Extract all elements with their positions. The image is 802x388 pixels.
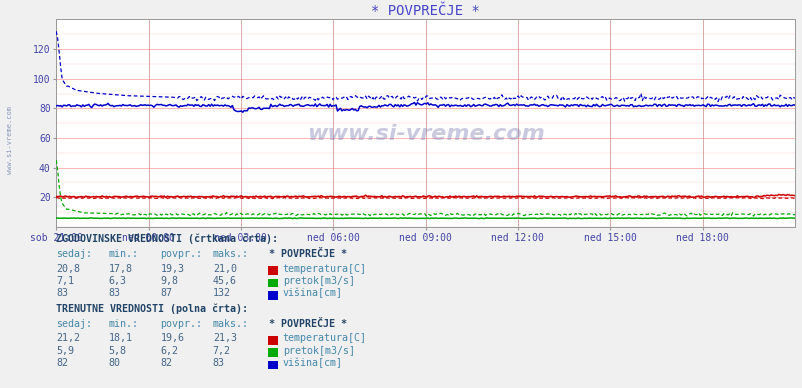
- Text: maks.:: maks.:: [213, 249, 249, 259]
- Text: 82: 82: [56, 358, 68, 368]
- Text: temperatura[C]: temperatura[C]: [282, 333, 367, 343]
- Text: 19,6: 19,6: [160, 333, 184, 343]
- Text: 80: 80: [108, 358, 120, 368]
- Text: 17,8: 17,8: [108, 263, 132, 274]
- Text: 9,8: 9,8: [160, 276, 178, 286]
- Text: 83: 83: [56, 288, 68, 298]
- Text: 45,6: 45,6: [213, 276, 237, 286]
- Text: 82: 82: [160, 358, 172, 368]
- Text: 21,3: 21,3: [213, 333, 237, 343]
- Text: 21,2: 21,2: [56, 333, 80, 343]
- Text: sedaj:: sedaj:: [56, 249, 92, 259]
- Text: 19,3: 19,3: [160, 263, 184, 274]
- Text: 6,3: 6,3: [108, 276, 126, 286]
- Text: ZGODOVINSKE VREDNOSTI (črtkana črta):: ZGODOVINSKE VREDNOSTI (črtkana črta):: [56, 234, 277, 244]
- Text: maks.:: maks.:: [213, 319, 249, 329]
- Text: TRENUTNE VREDNOSTI (polna črta):: TRENUTNE VREDNOSTI (polna črta):: [56, 304, 248, 314]
- Text: www.si-vreme.com: www.si-vreme.com: [6, 106, 13, 174]
- Text: 5,8: 5,8: [108, 346, 126, 356]
- Text: www.si-vreme.com: www.si-vreme.com: [306, 123, 544, 144]
- Text: 83: 83: [108, 288, 120, 298]
- Text: 18,1: 18,1: [108, 333, 132, 343]
- Text: pretok[m3/s]: pretok[m3/s]: [282, 346, 354, 356]
- Text: povpr.:: povpr.:: [160, 249, 202, 259]
- Text: 5,9: 5,9: [56, 346, 74, 356]
- Text: * POVPREČJE *: * POVPREČJE *: [269, 249, 346, 259]
- Text: 20,8: 20,8: [56, 263, 80, 274]
- Text: * POVPREČJE *: * POVPREČJE *: [269, 319, 346, 329]
- Text: povpr.:: povpr.:: [160, 319, 202, 329]
- Text: višina[cm]: višina[cm]: [282, 288, 342, 298]
- Text: temperatura[C]: temperatura[C]: [282, 263, 367, 274]
- Text: min.:: min.:: [108, 249, 138, 259]
- Text: 7,2: 7,2: [213, 346, 230, 356]
- Text: 132: 132: [213, 288, 230, 298]
- Text: pretok[m3/s]: pretok[m3/s]: [282, 276, 354, 286]
- Text: min.:: min.:: [108, 319, 138, 329]
- Text: višina[cm]: višina[cm]: [282, 358, 342, 368]
- Text: 87: 87: [160, 288, 172, 298]
- Title: * POVPREČJE *: * POVPREČJE *: [371, 4, 480, 18]
- Text: 21,0: 21,0: [213, 263, 237, 274]
- Text: 6,2: 6,2: [160, 346, 178, 356]
- Text: 7,1: 7,1: [56, 276, 74, 286]
- Text: 83: 83: [213, 358, 225, 368]
- Text: sedaj:: sedaj:: [56, 319, 92, 329]
